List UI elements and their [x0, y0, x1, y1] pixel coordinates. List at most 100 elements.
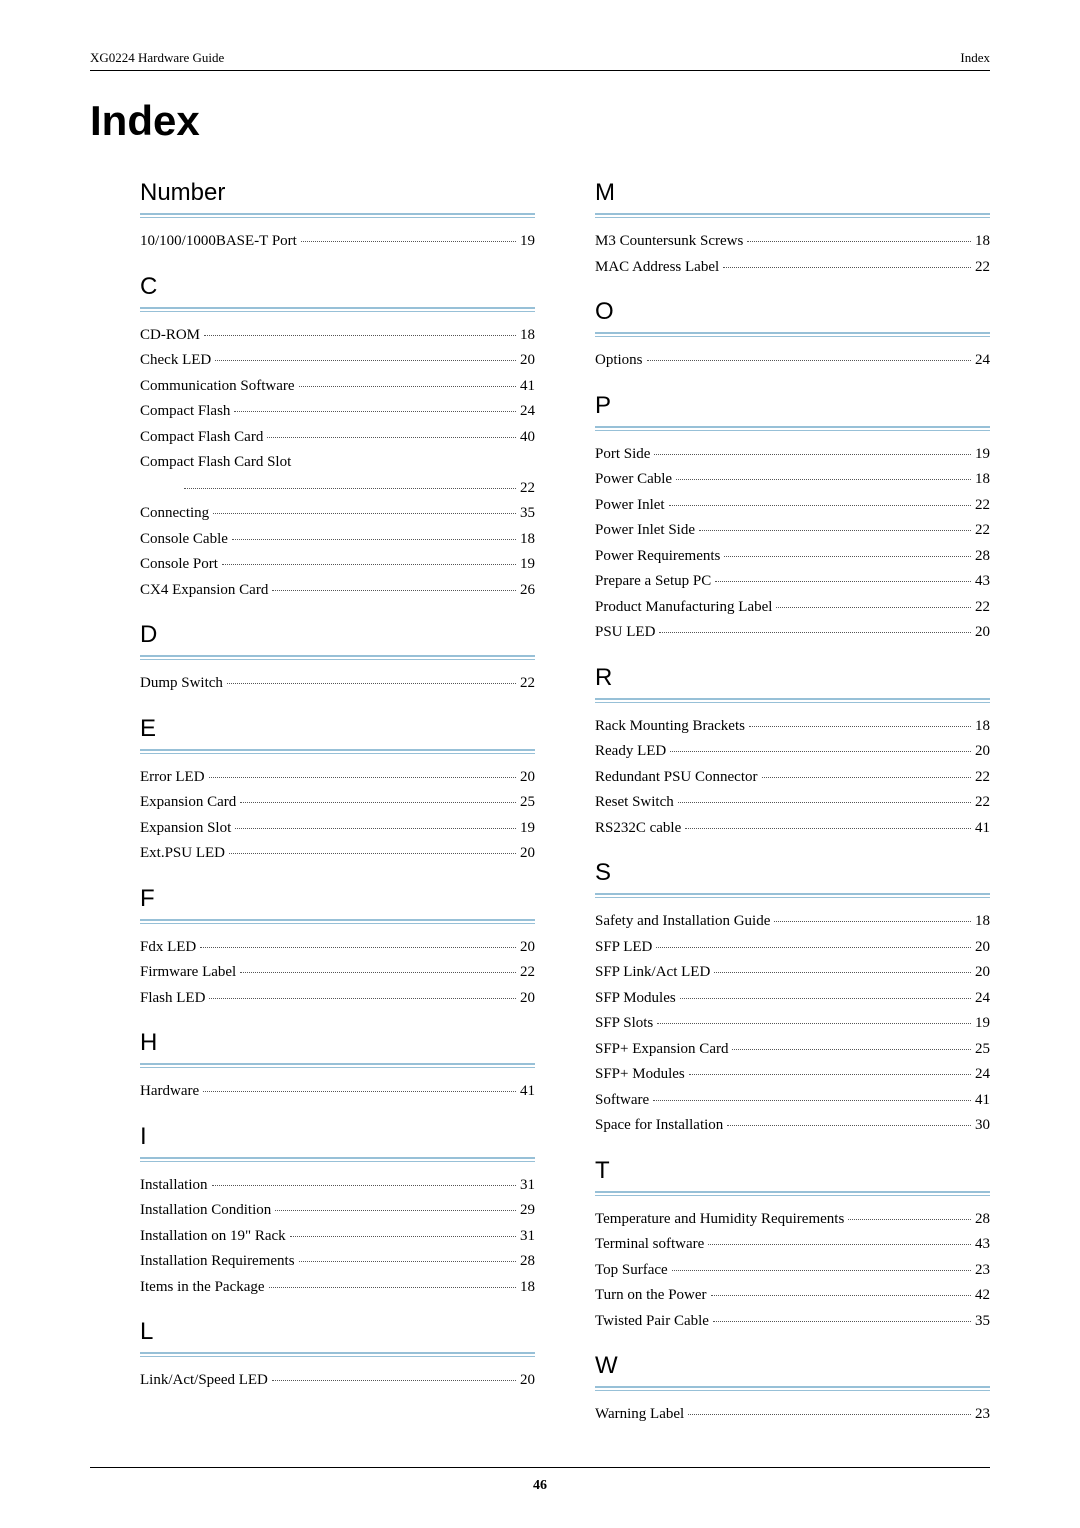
entry-leader: [711, 1295, 971, 1296]
entry-label: CD-ROM: [140, 323, 200, 349]
index-entry: M3 Countersunk Screws 18: [595, 229, 990, 255]
entry-leader: [680, 998, 971, 999]
entry-page: 20: [520, 935, 535, 961]
entry-label: Check LED: [140, 348, 211, 374]
entry-label: Product Manufacturing Label: [595, 595, 772, 621]
section-rule: [140, 1352, 535, 1358]
entry-page: 20: [975, 935, 990, 961]
entry-label: Power Requirements: [595, 544, 720, 570]
entry-leader: [724, 556, 971, 557]
entry-label: Ext.PSU LED: [140, 841, 225, 867]
entry-leader: [240, 972, 516, 973]
entry-leader: [232, 539, 516, 540]
entry-leader: [234, 411, 516, 412]
entry-label: Installation Condition: [140, 1198, 271, 1224]
entry-label: Fdx LED: [140, 935, 196, 961]
entry-page: 18: [975, 229, 990, 255]
entry-leader: [657, 1023, 971, 1024]
entry-leader: [272, 1380, 516, 1381]
index-entry: Expansion Card 25: [140, 790, 535, 816]
index-entry: Console Port 19: [140, 552, 535, 578]
section-letter: T: [595, 1157, 990, 1185]
section-letter: E: [140, 715, 535, 743]
section-rule: [595, 1191, 990, 1197]
index-entry: Options 24: [595, 348, 990, 374]
section-rule: [595, 426, 990, 432]
header-left: XG0224 Hardware Guide: [90, 50, 224, 66]
entry-label: Temperature and Humidity Requirements: [595, 1207, 844, 1233]
entry-leader: [685, 828, 971, 829]
entry-label: Firmware Label: [140, 960, 236, 986]
entry-leader: [203, 1091, 516, 1092]
entry-label: Link/Act/Speed LED: [140, 1368, 268, 1394]
index-entry: Software 41: [595, 1088, 990, 1114]
entry-page: 22: [975, 493, 990, 519]
entry-page: 22: [975, 790, 990, 816]
index-entry: Redundant PSU Connector 22: [595, 765, 990, 791]
right-column: MM3 Countersunk Screws 18MAC Address Lab…: [595, 161, 990, 1428]
section-letter: H: [140, 1029, 535, 1057]
entry-page: 41: [520, 374, 535, 400]
entry-page: 19: [975, 442, 990, 468]
index-entry: Ready LED 20: [595, 739, 990, 765]
entry-label: Expansion Card: [140, 790, 236, 816]
entry-page: 24: [975, 1062, 990, 1088]
section-letter: S: [595, 859, 990, 887]
entry-page: 25: [520, 790, 535, 816]
entry-label: Twisted Pair Cable: [595, 1309, 709, 1335]
section-letter: P: [595, 392, 990, 420]
entry-label: Port Side: [595, 442, 650, 468]
index-entry: Expansion Slot 19: [140, 816, 535, 842]
entry-leader: [699, 530, 971, 531]
entry-page: 31: [520, 1224, 535, 1250]
entry-label: Console Port: [140, 552, 218, 578]
entry-label: CX4 Expansion Card: [140, 578, 268, 604]
entry-label: Error LED: [140, 765, 205, 791]
section-rule: [140, 749, 535, 755]
entry-page: 28: [520, 1249, 535, 1275]
index-entry: Items in the Package 18: [140, 1275, 535, 1301]
index-entry: Compact Flash Card 40: [140, 425, 535, 451]
entry-label: Communication Software: [140, 374, 295, 400]
entry-label: Hardware: [140, 1079, 199, 1105]
page-title: Index: [90, 97, 990, 145]
entry-leader: [714, 972, 971, 973]
entry-page: 22: [975, 255, 990, 281]
index-entry: Installation 31: [140, 1173, 535, 1199]
entry-leader: [689, 1074, 971, 1075]
entry-leader: [749, 726, 971, 727]
entry-page: 20: [975, 960, 990, 986]
entry-label: M3 Countersunk Screws: [595, 229, 743, 255]
entry-page: 18: [975, 909, 990, 935]
entry-label: SFP Slots: [595, 1011, 653, 1037]
index-entry: Dump Switch 22: [140, 671, 535, 697]
entry-label: PSU LED: [595, 620, 655, 646]
entry-leader: [715, 581, 971, 582]
entry-leader: [227, 683, 516, 684]
entry-page: 23: [975, 1402, 990, 1428]
entry-page: 22: [975, 595, 990, 621]
entry-page: 18: [520, 527, 535, 553]
entry-leader: [209, 777, 516, 778]
left-column: Number10/100/1000BASE-T Port 19CCD-ROM 1…: [90, 161, 535, 1428]
entry-page: 43: [975, 1232, 990, 1258]
entry-page: 24: [975, 348, 990, 374]
index-entry: Space for Installation 30: [595, 1113, 990, 1139]
entry-label: SFP+ Expansion Card: [595, 1037, 728, 1063]
index-entry: Link/Act/Speed LED 20: [140, 1368, 535, 1394]
index-entry: SFP Slots 19: [595, 1011, 990, 1037]
entry-page: 22: [520, 960, 535, 986]
entry-leader: [727, 1125, 971, 1126]
entry-leader: [747, 241, 971, 242]
index-entry: Power Cable 18: [595, 467, 990, 493]
entry-page: 30: [975, 1113, 990, 1139]
index-entry: Product Manufacturing Label 22: [595, 595, 990, 621]
entry-page: 19: [975, 1011, 990, 1037]
entry-leader: [848, 1219, 971, 1220]
entry-leader: [669, 505, 971, 506]
entry-label: Installation: [140, 1173, 208, 1199]
entry-label: Software: [595, 1088, 649, 1114]
entry-leader: [676, 479, 971, 480]
section-rule: [595, 332, 990, 338]
entry-label: Flash LED: [140, 986, 205, 1012]
